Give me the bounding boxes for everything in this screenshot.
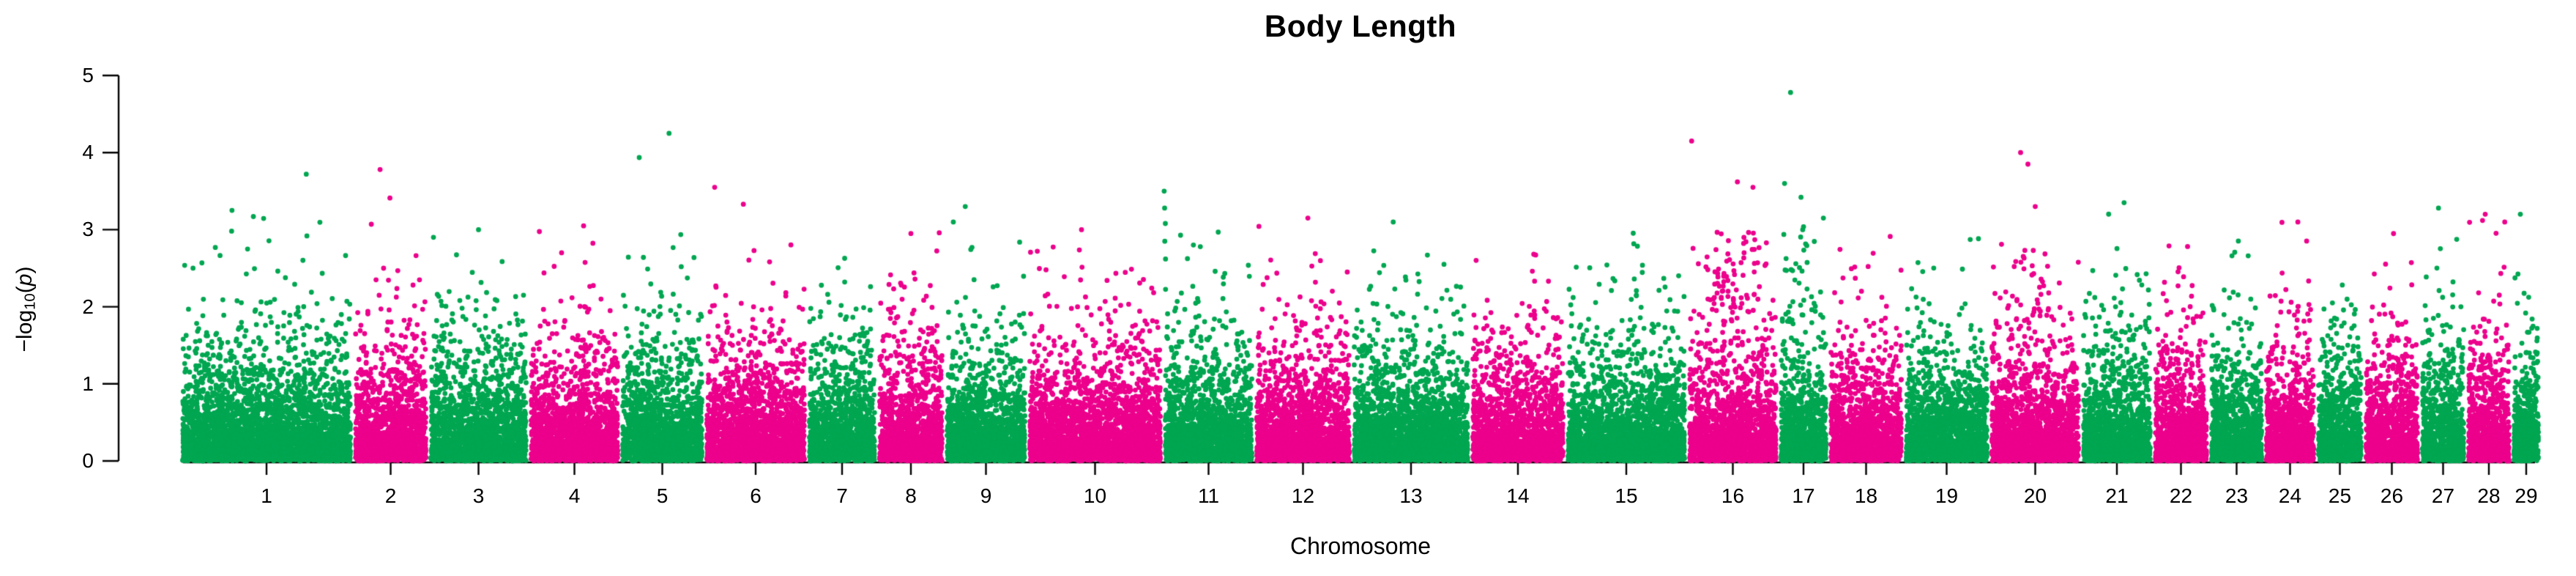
y-tick-label: 3 [82, 218, 94, 241]
x-tick-label: 15 [1615, 484, 1638, 507]
x-tick-label: 3 [472, 484, 485, 507]
x-tick-label: 21 [2105, 484, 2129, 507]
x-tick-label: 10 [1083, 484, 1107, 507]
x-tick-label: 9 [980, 484, 992, 507]
x-tick-label: 18 [1854, 484, 1878, 507]
y-tick-label: 2 [82, 295, 94, 318]
x-tick-label: 4 [568, 484, 581, 507]
x-tick-label: 22 [2169, 484, 2193, 507]
x-tick-label: 2 [384, 484, 397, 507]
x-tick-label: 12 [1291, 484, 1315, 507]
x-tick-label: 28 [2477, 484, 2501, 507]
x-tick-label: 1 [261, 484, 272, 507]
y-axis-title-variable: p [12, 273, 37, 287]
x-tick-label: 14 [1506, 484, 1530, 507]
x-tick-label: 16 [1721, 484, 1745, 507]
y-tick-label: 1 [82, 372, 94, 395]
x-tick-label: 8 [905, 484, 917, 507]
x-tick-label: 23 [2225, 484, 2249, 507]
y-axis-title-close-paren: ) [12, 266, 37, 274]
x-tick-label: 6 [750, 484, 762, 507]
x-tick-label: 5 [656, 484, 669, 507]
x-tick-label: 25 [2328, 484, 2352, 507]
x-tick-label: 20 [2023, 484, 2047, 507]
y-tick-label: 5 [82, 64, 94, 86]
y-tick-label: 0 [82, 449, 94, 472]
y-axis-title-open-paren: ( [12, 286, 37, 294]
y-tick-label: 4 [82, 141, 94, 164]
x-tick-label: 11 [1197, 484, 1220, 507]
x-tick-label: 17 [1792, 484, 1815, 507]
x-tick-label: 27 [2431, 484, 2455, 507]
x-tick-label: 7 [836, 484, 848, 507]
x-tick-label: 19 [1935, 484, 1959, 507]
x-tick-label: 26 [2380, 484, 2404, 507]
x-tick-label: 29 [2514, 484, 2538, 507]
x-tick-label: 24 [2278, 484, 2302, 507]
chart-title: Body Length [1264, 9, 1457, 43]
x-axis-title: Chromosome [1289, 533, 1432, 559]
x-tick-label: 13 [1399, 484, 1423, 507]
